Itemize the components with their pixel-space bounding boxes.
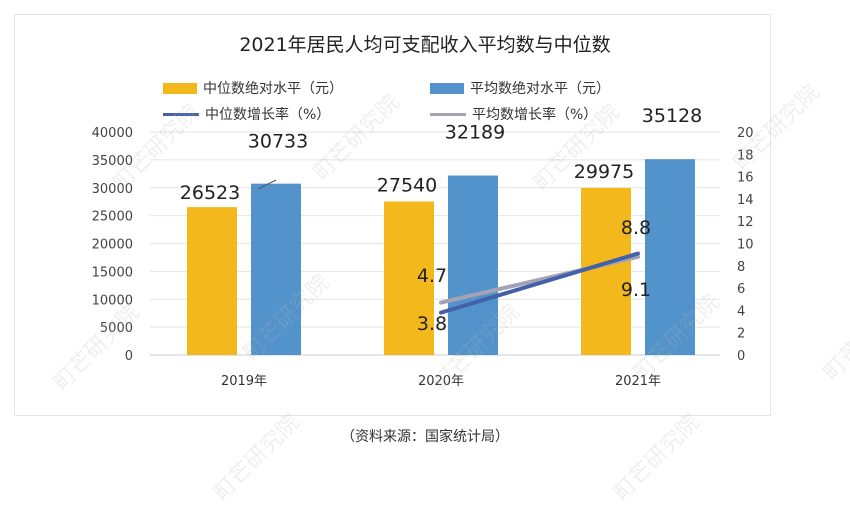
y-right-tick-label: 14 [737,193,754,208]
x-tick-label: 2020年 [418,374,464,389]
bar-mean [251,183,301,355]
legend-item-mean-growth: 平均数增长率（%） [430,104,597,124]
y-right-tick-label: 20 [737,126,754,141]
y-left-tick-label: 30000 [92,182,133,197]
y-left-tick-label: 40000 [92,126,133,141]
y-left-tick-label: 35000 [92,154,133,169]
legend-line [163,112,199,116]
y-right-tick-label: 10 [737,238,754,253]
bar-median [187,207,237,355]
data-label: 29975 [574,161,634,183]
line-data-label: 3.8 [417,313,447,335]
y-right-tick-label: 18 [737,148,754,163]
y-right-tick-label: 0 [737,349,745,364]
bar-median [384,201,434,355]
y-right-tick-label: 16 [737,171,754,186]
y-right-tick-label: 2 [737,327,745,342]
legend-label: 中位数增长率（%） [205,107,331,123]
line-data-label: 8.8 [621,217,651,239]
y-left-tick-label: 5000 [100,321,133,336]
legend-item-median-level: 中位数绝对水平（元） [163,78,343,98]
y-left-tick-label: 10000 [92,293,133,308]
leader-line [257,179,277,190]
y-right-tick-label: 12 [737,215,754,230]
y-left-tick-label: 15000 [92,265,133,280]
line-data-label: 9.1 [621,279,651,301]
legend-label: 平均数增长率（%） [472,107,598,123]
chart-title: 2021年居民人均可支配收入平均数与中位数 [239,34,611,56]
bar-median [581,187,631,355]
x-tick-label: 2021年 [615,374,661,389]
y-right-tick-label: 4 [737,304,745,319]
data-label: 30733 [248,131,308,153]
data-label: 27540 [377,174,437,196]
chart-frame [14,14,771,416]
legend-label: 平均数绝对水平（元） [470,81,610,97]
bar-mean [448,175,498,355]
y-left-tick-label: 0 [125,349,133,364]
line-median-growth [439,251,640,315]
source-note: （资料来源：国家统计局） [341,429,509,445]
legend-item-median-growth: 中位数增长率（%） [163,104,330,124]
data-label: 26523 [180,182,240,204]
y-right-tick-label: 6 [737,282,745,297]
y-left-tick-label: 25000 [92,210,133,225]
data-label: 32189 [445,122,505,144]
data-label: 35128 [642,105,702,127]
y-right-tick-label: 8 [737,260,745,275]
legend-item-mean-level: 平均数绝对水平（元） [430,78,610,98]
chart-plot: 0 5000 10000 15000 20000 25000 30000 35000 40000… [92,105,754,389]
legend-line [430,112,466,116]
legend-label: 中位数绝对水平（元） [203,81,343,97]
y-left-tick-label: 20000 [92,238,133,253]
legend-swatch [163,82,197,94]
legend-swatch [430,82,464,94]
bar-mean [645,159,695,355]
x-tick-label: 2019年 [221,374,267,389]
line-data-label: 4.7 [417,265,447,287]
